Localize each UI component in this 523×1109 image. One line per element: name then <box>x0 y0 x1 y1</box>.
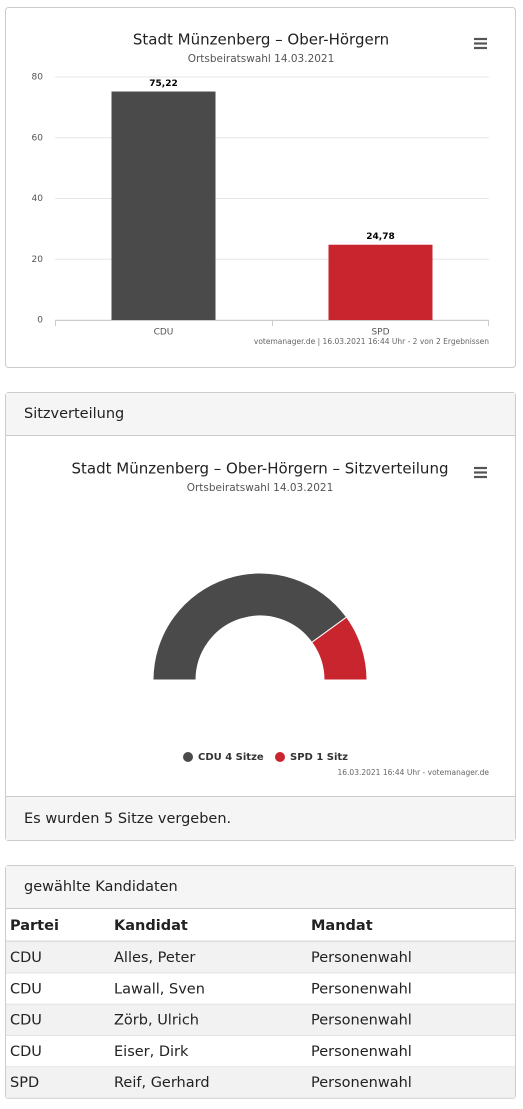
value-label: 75,22 <box>149 79 177 89</box>
menu-icon[interactable] <box>474 37 487 50</box>
panel-footer-text: Es wurden 5 Sitze vergeben. <box>24 811 231 827</box>
table-cell: Personenwahl <box>311 1075 412 1091</box>
y-tick-label: 80 <box>32 73 44 83</box>
table-cell: Personenwahl <box>311 950 412 966</box>
table-header: Kandidat <box>114 918 188 934</box>
y-tick-label: 0 <box>37 316 43 326</box>
legend-marker <box>183 752 193 762</box>
table-row <box>6 942 515 973</box>
table-cell: SPD <box>10 1075 39 1091</box>
table-header: Partei <box>10 918 59 934</box>
table-cell: Personenwahl <box>311 1013 412 1029</box>
table-cell: Eiser, Dirk <box>114 1044 189 1060</box>
table-cell: Personenwahl <box>311 1044 412 1060</box>
menu-icon[interactable] <box>474 466 487 479</box>
table-row <box>6 1067 515 1099</box>
seats-panel <box>5 392 516 841</box>
chart-subtitle: Ortsbeiratswahl 14.03.2021 <box>187 482 334 494</box>
legend-label: CDU 4 Sitze <box>198 752 264 763</box>
chart-subtitle: Ortsbeiratswahl 14.03.2021 <box>188 53 335 65</box>
panel-header <box>6 393 515 435</box>
chart-title: Stadt Münzenberg – Ober-Hörgern <box>133 31 389 49</box>
table-cell: Lawall, Sven <box>114 981 205 997</box>
slice <box>311 616 368 681</box>
table-row <box>6 973 515 1005</box>
x-tick-label: SPD <box>371 328 389 338</box>
table-cell: Personenwahl <box>311 981 412 997</box>
y-tick-label: 40 <box>32 194 44 204</box>
table-row <box>6 1004 515 1036</box>
x-tick-label: CDU <box>154 328 174 338</box>
table-cell: CDU <box>10 981 42 997</box>
credits: votemanager.de | 16.03.2021 16:44 Uhr - … <box>254 337 489 346</box>
bar <box>328 244 433 320</box>
table-cell: CDU <box>10 1044 42 1060</box>
credits: 16.03.2021 16:44 Uhr - votemanager.de <box>338 768 490 777</box>
y-tick-label: 60 <box>32 133 44 143</box>
legend-label: SPD 1 Sitz <box>290 752 348 763</box>
slice <box>152 572 348 681</box>
y-tick-label: 20 <box>32 255 44 265</box>
table-row <box>6 1035 515 1067</box>
panel-title: Sitzverteilung <box>24 406 124 422</box>
chart-title: Stadt Münzenberg – Ober-Hörgern – Sitzve… <box>72 460 449 478</box>
table-cell: Zörb, Ulrich <box>114 1013 199 1029</box>
value-label: 24,78 <box>366 232 394 242</box>
panel-footer <box>6 797 515 840</box>
bar <box>111 91 216 320</box>
table-cell: Alles, Peter <box>114 950 195 966</box>
table-cell: Reif, Gerhard <box>114 1075 210 1091</box>
table-cell: CDU <box>10 950 42 966</box>
legend-marker <box>275 752 285 762</box>
panel-header <box>6 866 515 908</box>
panel-title: gewählte Kandidaten <box>24 879 178 895</box>
table-cell: CDU <box>10 1013 42 1029</box>
table-header: Mandat <box>311 918 373 934</box>
